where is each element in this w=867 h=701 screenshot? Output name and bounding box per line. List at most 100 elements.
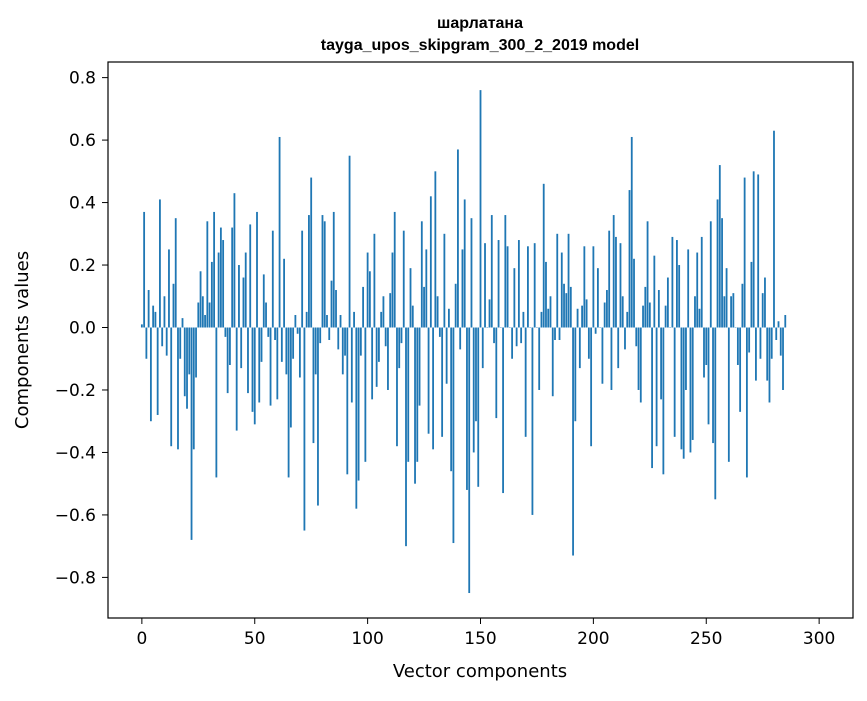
bar-104: [376, 328, 378, 387]
bar-19: [184, 328, 186, 397]
x-tick-label-1: 50: [244, 629, 266, 649]
bar-82: [326, 315, 328, 327]
bar-181: [550, 296, 552, 327]
bar-192: [574, 328, 576, 422]
bar-268: [746, 328, 748, 478]
bar-58: [272, 231, 274, 328]
bar-189: [568, 234, 570, 328]
bar-161: [504, 215, 506, 327]
x-tick-label-3: 150: [464, 629, 496, 649]
bar-158: [498, 240, 500, 327]
bar-218: [633, 259, 635, 328]
bar-207: [608, 231, 610, 328]
bar-285: [784, 315, 786, 327]
bar-71: [301, 231, 303, 328]
bar-165: [513, 268, 515, 327]
bar-166: [516, 328, 518, 347]
bar-271: [753, 171, 755, 327]
bar-112: [394, 212, 396, 328]
bar-27: [202, 296, 204, 327]
bar-236: [674, 328, 676, 437]
y-tick-label-0: 0.8: [69, 69, 96, 89]
bar-177: [541, 312, 543, 328]
bar-250: [705, 328, 707, 365]
bar-198: [588, 328, 590, 359]
bar-109: [387, 328, 389, 390]
bar-282: [778, 321, 780, 327]
bar-31: [211, 262, 213, 328]
chart-title-line1: шарлатана: [437, 15, 523, 32]
bar-8: [159, 199, 161, 327]
bar-167: [518, 240, 520, 327]
bar-11: [166, 328, 168, 356]
bar-206: [606, 290, 608, 327]
bar-209: [613, 215, 615, 327]
bar-237: [676, 240, 678, 327]
bar-17: [179, 328, 181, 359]
bar-148: [475, 328, 477, 422]
bar-247: [699, 309, 701, 328]
bar-6: [155, 312, 157, 328]
bar-55: [265, 303, 267, 328]
y-tick-label-2: 0.4: [69, 194, 96, 214]
bar-171: [527, 246, 529, 327]
bar-29: [206, 221, 208, 327]
bar-136: [448, 309, 450, 328]
bar-116: [403, 231, 405, 328]
bar-65: [288, 328, 290, 478]
bar-103: [373, 234, 375, 328]
bar-184: [556, 234, 558, 328]
bar-50: [254, 328, 256, 425]
bar-99: [364, 328, 366, 462]
bar-13: [170, 328, 172, 447]
bar-199: [590, 328, 592, 447]
y-tick-label-8: −0.8: [55, 568, 96, 588]
bar-102: [371, 328, 373, 400]
bar-213: [622, 296, 624, 327]
bar-210: [615, 237, 617, 328]
bar-88: [340, 315, 342, 327]
bar-280: [773, 131, 775, 328]
bar-62: [281, 328, 283, 362]
bar-16: [177, 328, 179, 450]
bar-217: [631, 137, 633, 328]
x-tick-label-6: 300: [803, 629, 835, 649]
bar-226: [651, 328, 653, 469]
bar-54: [263, 274, 265, 327]
bar-94: [353, 312, 355, 328]
bar-4: [150, 328, 152, 422]
bar-85: [333, 212, 335, 328]
bar-200: [592, 246, 594, 327]
bar-72: [304, 328, 306, 531]
bar-96: [358, 328, 360, 481]
bar-132: [439, 328, 441, 337]
bar-68: [294, 315, 296, 327]
bar-124: [421, 221, 423, 327]
bar-283: [780, 328, 782, 356]
bar-51: [256, 212, 258, 328]
bar-47: [247, 328, 249, 394]
bar-101: [369, 271, 371, 327]
bar-135: [446, 328, 448, 384]
y-tick-label-6: −0.4: [55, 443, 96, 463]
bar-269: [748, 328, 750, 353]
bar-32: [213, 212, 215, 328]
bar-277: [766, 328, 768, 381]
bar-107: [383, 296, 385, 327]
bar-185: [559, 328, 561, 340]
bar-246: [696, 253, 698, 328]
bar-141: [459, 328, 461, 350]
bar-194: [579, 328, 581, 369]
bar-73: [306, 312, 308, 328]
bar-98: [362, 287, 364, 328]
bar-111: [392, 253, 394, 328]
bar-222: [642, 306, 644, 328]
bar-77: [315, 328, 317, 375]
bar-120: [412, 306, 414, 328]
bar-15: [175, 218, 177, 327]
bar-61: [279, 137, 281, 328]
bar-190: [570, 287, 572, 328]
bar-196: [583, 246, 585, 327]
